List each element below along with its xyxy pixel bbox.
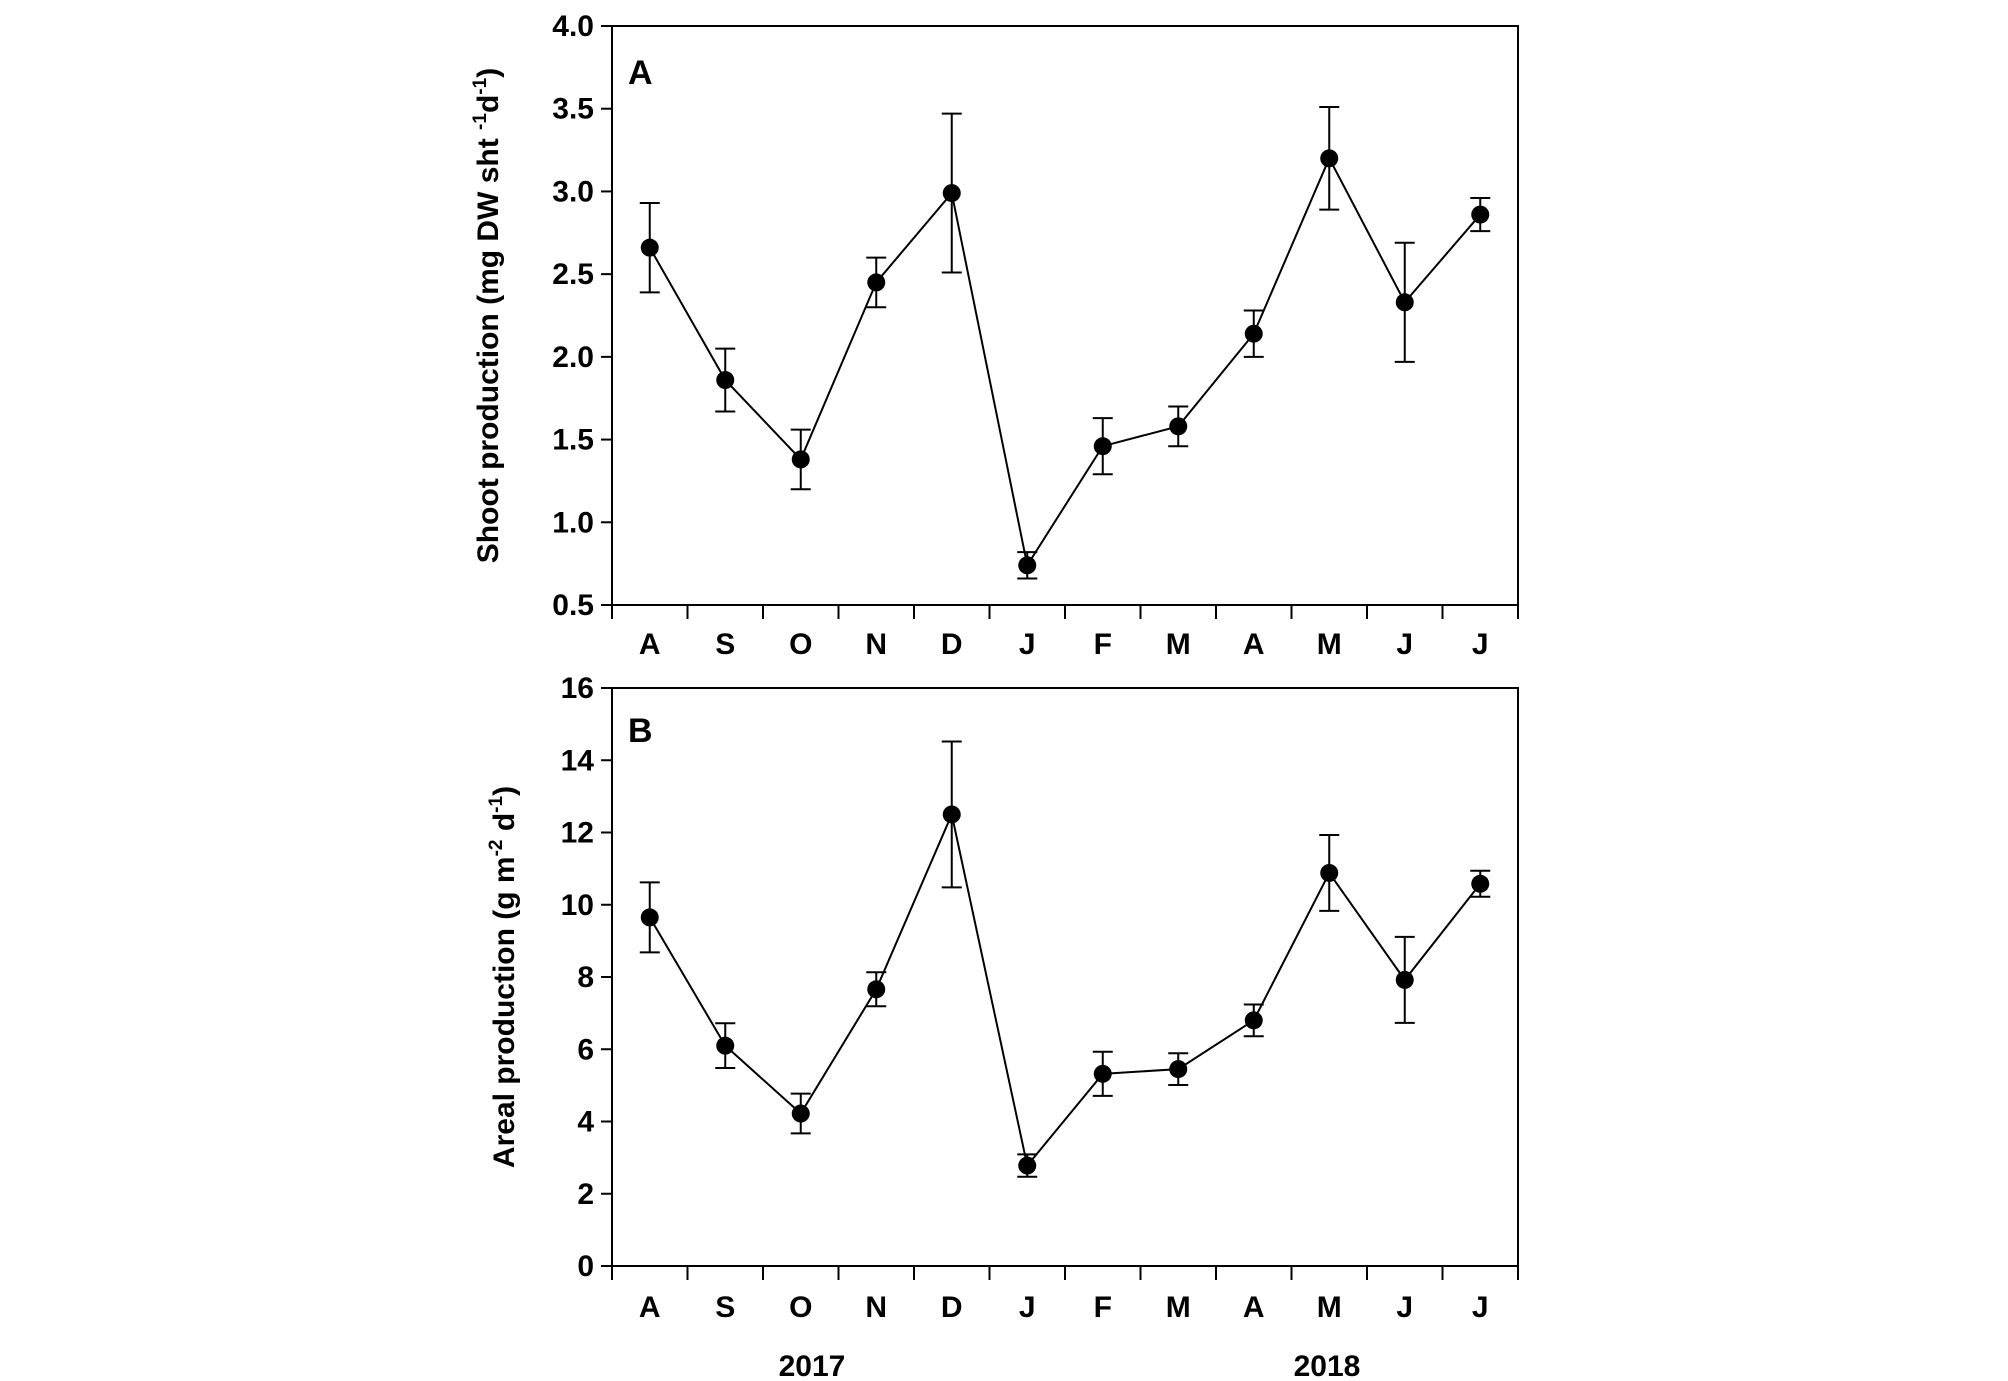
data-point (1093, 1064, 1112, 1083)
plot-frame (611, 687, 1519, 1267)
y-tick-label: 10 (561, 889, 594, 922)
data-point (867, 980, 886, 999)
chart-panel-a: 0.5 1.0 1.5 2.0 2.5 3.0 3.5 4.0 A S O N D J F M A M J J A Sho… (470, 10, 1519, 661)
data-point (867, 273, 886, 292)
data-point (1018, 556, 1037, 575)
x-tick-label: F (1094, 1291, 1112, 1324)
x-tick-label: S (715, 1291, 735, 1324)
x-tick-label: A (639, 1291, 661, 1324)
data-point (1093, 437, 1112, 456)
data-point (791, 1104, 810, 1123)
data-point (640, 238, 659, 257)
x-tick-label: J (1472, 1291, 1489, 1324)
data-point (1395, 293, 1414, 312)
data-point (716, 371, 735, 390)
data-point (640, 908, 659, 927)
y-axis-label: Areal production (g m-2 d-1) (486, 786, 521, 1168)
y-tick-label: 12 (561, 817, 594, 850)
year-label: 2018 (1294, 1350, 1361, 1381)
data-point (1169, 1060, 1188, 1079)
x-tick-label: J (1019, 1291, 1036, 1324)
data-point (1471, 874, 1490, 893)
y-tick-label: 2.0 (552, 341, 594, 374)
panel-label: B (628, 712, 653, 750)
data-point (1320, 149, 1339, 168)
y-tick-label: 2 (577, 1178, 594, 1211)
y-tick-label: 1.5 (552, 424, 594, 457)
y-tick-label: 1.0 (552, 506, 594, 539)
x-tick-label: A (639, 628, 661, 661)
x-tick-label: J (1396, 1291, 1413, 1324)
y-tick-label: 8 (577, 961, 594, 994)
data-point (942, 184, 961, 203)
y-tick-label: 16 (561, 672, 594, 705)
y-tick-label: 4.0 (552, 10, 594, 43)
x-tick-label: D (941, 628, 963, 661)
y-tick-label: 14 (561, 744, 595, 777)
x-tick-label: D (941, 1291, 963, 1324)
panel-label: A (628, 54, 653, 92)
x-tick-label: A (1243, 1291, 1265, 1324)
plot-frame (611, 25, 1519, 606)
data-point (791, 450, 810, 469)
y-tick-label: 6 (577, 1033, 594, 1066)
data-point (1244, 1011, 1263, 1030)
x-tick-label: J (1396, 628, 1413, 661)
y-tick-label: 3.5 (552, 93, 594, 126)
x-tick-label: M (1317, 1291, 1342, 1324)
series-line (648, 811, 1482, 1168)
series-line (648, 156, 1482, 568)
x-tick-label: M (1166, 628, 1191, 661)
x-tick-label: O (789, 628, 812, 661)
chart-panel-b: 0 2 4 6 8 10 12 14 16 A S O N D J F M A M J J B Areal producti… (486, 672, 1519, 1324)
x-tick-label: J (1472, 628, 1489, 661)
x-tick-label: N (865, 1291, 887, 1324)
data-point (1018, 1156, 1037, 1175)
y-tick-label: 3.0 (552, 175, 594, 208)
data-point (1320, 863, 1339, 882)
x-tick-label: N (865, 628, 887, 661)
y-tick-label: 0 (577, 1250, 594, 1283)
data-point (1395, 970, 1414, 989)
y-axis-label: Shoot production (mg DW sht -1d-1) (470, 68, 505, 563)
y-tick-label: 4 (577, 1106, 594, 1139)
y-tick-label: 2.5 (552, 258, 594, 291)
data-point (942, 805, 961, 824)
data-point (1169, 417, 1188, 436)
data-point (716, 1036, 735, 1055)
x-tick-label: O (789, 1291, 812, 1324)
year-label: 2017 (779, 1350, 846, 1381)
x-tick-label: M (1317, 628, 1342, 661)
x-tick-label: J (1019, 628, 1036, 661)
data-point (1244, 324, 1263, 343)
x-tick-label: S (715, 628, 735, 661)
data-point (1471, 205, 1490, 224)
y-tick-label: 0.5 (552, 589, 594, 622)
x-tick-label: A (1243, 628, 1265, 661)
x-tick-label: M (1166, 1291, 1191, 1324)
x-tick-label: F (1094, 628, 1112, 661)
